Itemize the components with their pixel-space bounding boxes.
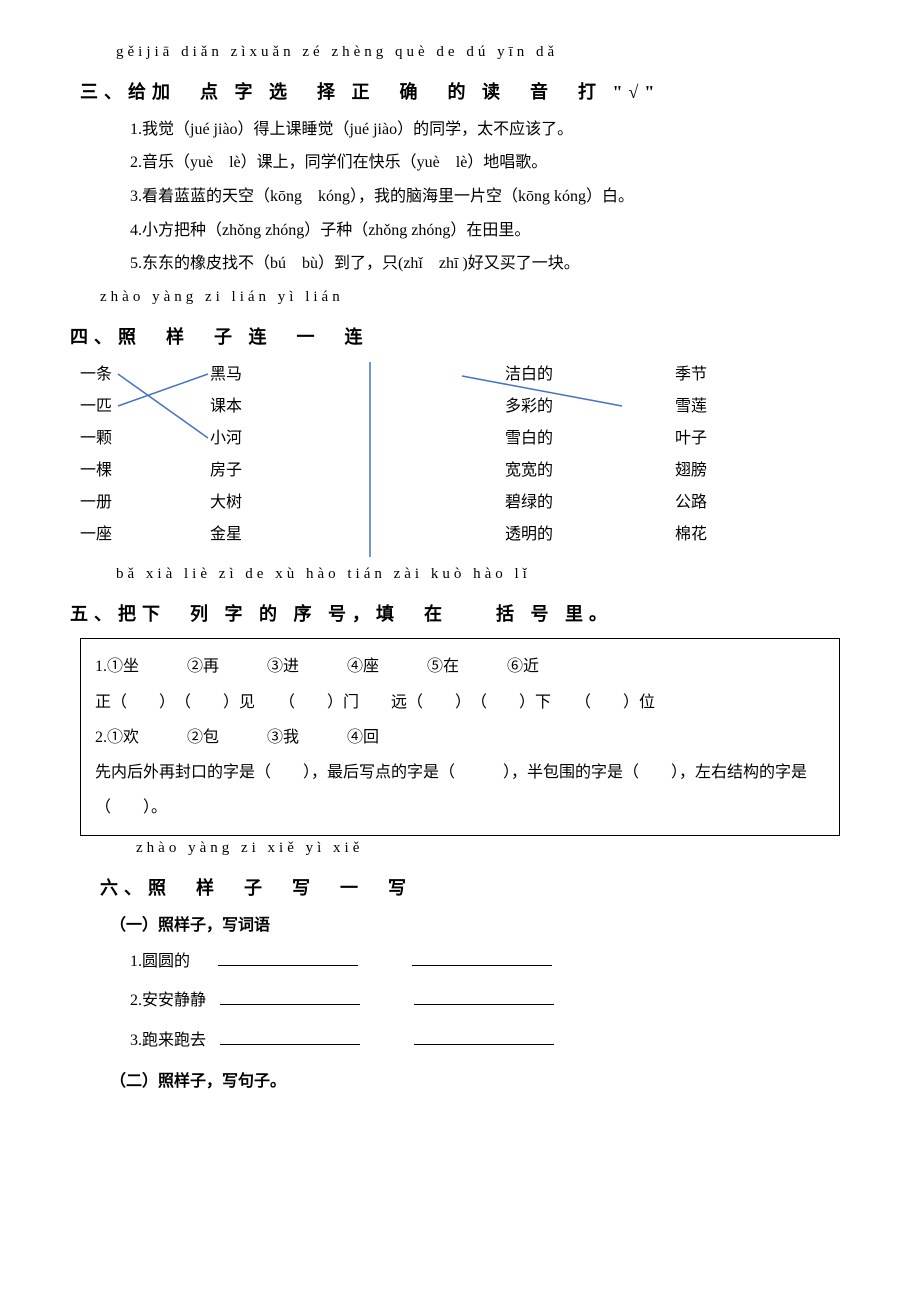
blank-field[interactable] — [220, 1028, 360, 1045]
section-6-sub1: （一）照样子，写词语 — [110, 913, 840, 939]
q3-3: 3.看着蓝蓝的天空（kōng kóng），我的脑海里一片空（kōng kóng）… — [130, 184, 840, 210]
match-item: 透明的 — [505, 522, 675, 546]
q6-2: 2.安安静静 — [130, 988, 840, 1014]
section-4-title: 四、照 样 子 连 一 连 — [70, 323, 840, 352]
match-item: 碧绿的 — [505, 490, 675, 514]
blank-field[interactable] — [218, 949, 358, 966]
section-5: bǎ xià liè zì de xù hào tián zài kuò hào… — [80, 562, 840, 837]
q6-1-label: 1.圆圆的 — [130, 953, 190, 970]
section-3: gěijiā diǎn zìxuǎn zé zhèng què de dú yī… — [80, 40, 840, 277]
blank-field[interactable] — [220, 988, 360, 1005]
match-left-half: 一条 一匹 一颗 一棵 一册 一座 黑马 课本 小河 房子 大树 金星 — [80, 362, 460, 562]
q5-line2-text: 先内后外再封口的字是（ ），最后写点的字是（ ），半包围的字是（ ），左右结构的… — [95, 755, 825, 825]
section-5-box: 1.①坐 ②再 ③进 ④座 ⑤在 ⑥近 正（ ） （ ）见 （ ）门 远（ ） … — [80, 638, 840, 836]
q6-3-label: 3.跑来跑去 — [130, 1032, 206, 1049]
match-item: 宽宽的 — [505, 458, 675, 482]
match-item: 翅膀 — [675, 458, 755, 482]
match-item: 大树 — [210, 490, 340, 514]
match-item: 多彩的 — [505, 394, 675, 418]
q3-4: 4.小方把种（zhǒng zhóng）子种（zhǒng zhóng）在田里。 — [130, 218, 840, 244]
section-4-pinyin: zhào yàng zi lián yì lián — [100, 285, 840, 309]
section-3-title: 三、给加 点 字 选 择 正 确 的 读 音 打 "√" — [80, 78, 840, 107]
section-6-pinyin: zhào yàng zi xiě yì xiě — [136, 836, 840, 860]
q3-2: 2.音乐（yuè lè）课上，同学们在快乐（yuè lè）地唱歌。 — [130, 150, 840, 176]
match-item: 一匹 — [80, 394, 210, 418]
blank-field[interactable] — [414, 1028, 554, 1045]
q5-line1-blanks: 正（ ） （ ）见 （ ）门 远（ ） （ ）下 （ ）位 — [95, 685, 825, 720]
match-col-a1: 一条 一匹 一颗 一棵 一册 一座 — [80, 362, 210, 562]
q6-3: 3.跑来跑去 — [130, 1028, 840, 1054]
section-5-pinyin: bǎ xià liè zì de xù hào tián zài kuò hào… — [116, 562, 840, 586]
match-item: 洁白的 — [505, 362, 675, 386]
match-col-b1: 黑马 课本 小河 房子 大树 金星 — [210, 362, 340, 562]
match-item: 一册 — [80, 490, 210, 514]
match-item: 一棵 — [80, 458, 210, 482]
q3-5: 5.东东的橡皮找不（bú bù）到了，只(zhǐ zhī )好又买了一块。 — [130, 251, 840, 277]
match-right-half: 洁白的 多彩的 雪白的 宽宽的 碧绿的 透明的 季节 雪莲 叶子 翅膀 公路 棉… — [460, 362, 840, 562]
match-item: 一颗 — [80, 426, 210, 450]
match-item: 棉花 — [675, 522, 755, 546]
match-item: 一座 — [80, 522, 210, 546]
match-item: 黑马 — [210, 362, 340, 386]
q5-line1-options: 1.①坐 ②再 ③进 ④座 ⑤在 ⑥近 — [95, 649, 825, 684]
section-4: zhào yàng zi lián yì lián 四、照 样 子 连 一 连 … — [80, 285, 840, 562]
q6-2-label: 2.安安静静 — [130, 992, 206, 1009]
section-5-title: 五、把下 列 字 的 序 号，填 在 括 号 里。 — [70, 600, 840, 629]
match-col-b2: 季节 雪莲 叶子 翅膀 公路 棉花 — [675, 362, 755, 562]
match-container: 一条 一匹 一颗 一棵 一册 一座 黑马 课本 小河 房子 大树 金星 洁白的 … — [80, 362, 840, 562]
match-item: 课本 — [210, 394, 340, 418]
section-6-sub2: （二）照样子，写句子。 — [110, 1069, 840, 1095]
blank-field[interactable] — [412, 949, 552, 966]
q3-1: 1.我觉（jué jiào）得上课睡觉（jué jiào）的同学，太不应该了。 — [130, 117, 840, 143]
match-item: 房子 — [210, 458, 340, 482]
section-6: zhào yàng zi xiě yì xiě 六、照 样 子 写 一 写 （一… — [80, 836, 840, 1095]
match-item: 公路 — [675, 490, 755, 514]
match-item: 叶子 — [675, 426, 755, 450]
match-item: 雪白的 — [505, 426, 675, 450]
match-item: 雪莲 — [675, 394, 755, 418]
match-item: 季节 — [675, 362, 755, 386]
section-6-title: 六、照 样 子 写 一 写 — [100, 874, 840, 903]
q6-1: 1.圆圆的 — [130, 949, 840, 975]
match-item: 小河 — [210, 426, 340, 450]
match-item: 金星 — [210, 522, 340, 546]
match-col-a2: 洁白的 多彩的 雪白的 宽宽的 碧绿的 透明的 — [505, 362, 675, 562]
section-3-pinyin: gěijiā diǎn zìxuǎn zé zhèng què de dú yī… — [116, 40, 840, 64]
match-item: 一条 — [80, 362, 210, 386]
blank-field[interactable] — [414, 988, 554, 1005]
q5-line2-options: 2.①欢 ②包 ③我 ④回 — [95, 720, 825, 755]
